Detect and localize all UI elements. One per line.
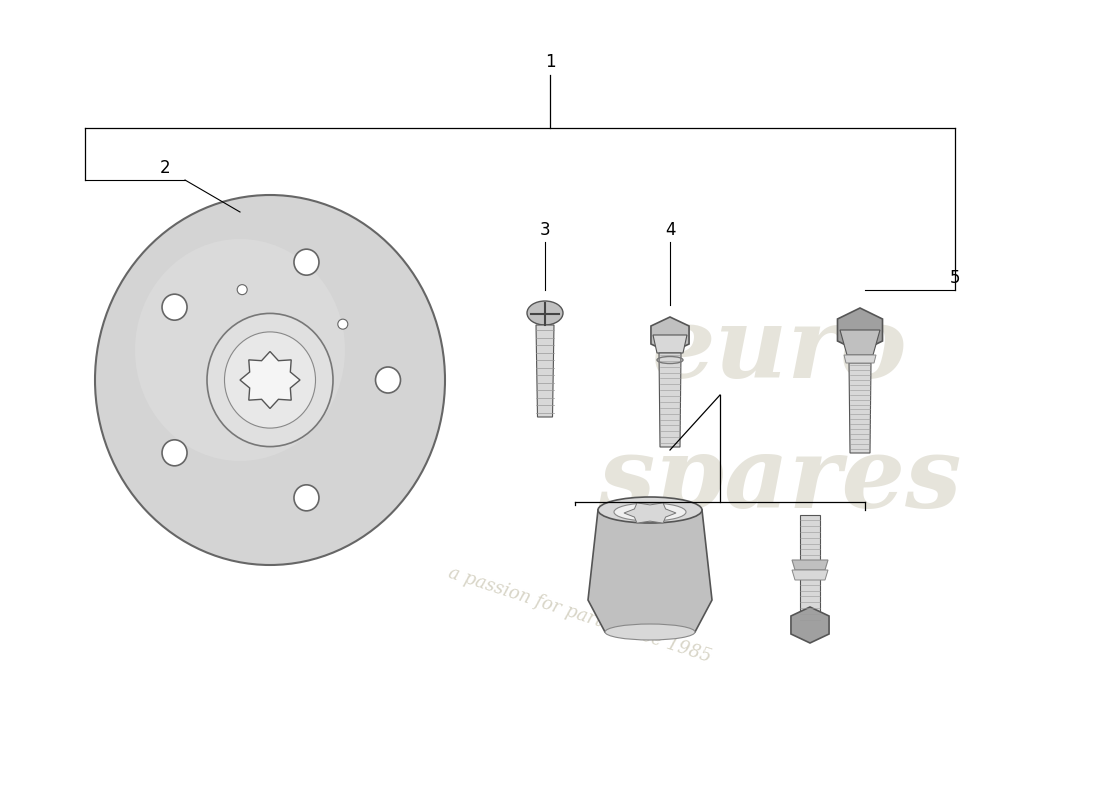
Text: 5: 5	[949, 269, 960, 287]
Polygon shape	[837, 308, 882, 352]
Polygon shape	[791, 607, 829, 643]
Ellipse shape	[614, 503, 686, 521]
Polygon shape	[844, 355, 876, 363]
Ellipse shape	[375, 367, 400, 393]
Ellipse shape	[294, 485, 319, 511]
Polygon shape	[651, 317, 689, 353]
Ellipse shape	[95, 195, 446, 565]
Text: 3: 3	[540, 221, 550, 239]
Polygon shape	[849, 363, 871, 453]
Polygon shape	[624, 503, 676, 523]
Ellipse shape	[162, 294, 187, 320]
Text: 1: 1	[544, 53, 556, 71]
Polygon shape	[588, 510, 712, 632]
Ellipse shape	[238, 285, 248, 294]
Text: euro: euro	[652, 302, 908, 398]
Ellipse shape	[338, 319, 348, 329]
Polygon shape	[792, 560, 828, 570]
Ellipse shape	[605, 624, 695, 640]
Text: 4: 4	[664, 221, 675, 239]
Ellipse shape	[294, 249, 319, 275]
Polygon shape	[240, 351, 300, 409]
Polygon shape	[840, 330, 880, 355]
Text: a passion for parts since 1985: a passion for parts since 1985	[447, 564, 714, 666]
Ellipse shape	[162, 440, 187, 466]
Ellipse shape	[224, 332, 316, 428]
Ellipse shape	[598, 497, 702, 523]
Text: 2: 2	[160, 159, 170, 177]
Ellipse shape	[527, 301, 563, 325]
Polygon shape	[800, 515, 820, 625]
Ellipse shape	[207, 314, 333, 446]
Polygon shape	[536, 325, 554, 417]
Polygon shape	[792, 570, 828, 580]
Polygon shape	[653, 335, 688, 353]
Text: spares: spares	[598, 432, 961, 528]
Ellipse shape	[135, 239, 345, 461]
Polygon shape	[659, 353, 681, 447]
